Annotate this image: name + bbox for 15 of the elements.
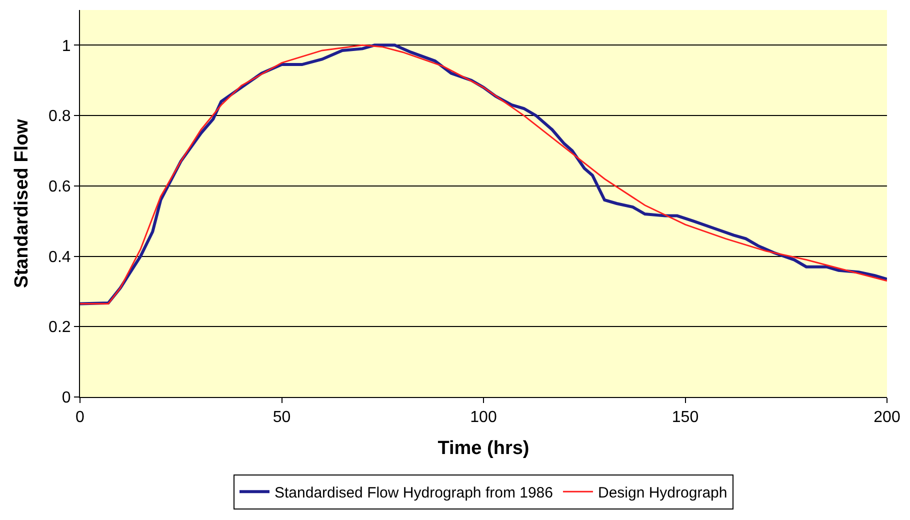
legend-label: Design Hydrograph (598, 484, 728, 502)
y-axis-title: Standardised Flow (11, 118, 32, 288)
x-axis-title: Time (hrs) (438, 438, 530, 459)
y-tick-label: 0.8 (48, 108, 71, 126)
x-tick-label: 0 (76, 409, 85, 426)
y-tick-label: 0.4 (48, 248, 71, 266)
x-tick-label: 50 (272, 409, 291, 426)
y-tick-label: 1 (62, 38, 71, 55)
y-tick-label: 0 (62, 390, 71, 407)
x-tick-label: 150 (672, 409, 699, 426)
legend-label: Standardised Flow Hydrograph from 1986 (274, 484, 553, 502)
x-tick-label: 100 (470, 409, 497, 426)
y-tick-label: 0.2 (48, 319, 71, 336)
x-tick-label: 200 (874, 409, 900, 426)
y-tick-label: 0.6 (48, 178, 71, 196)
